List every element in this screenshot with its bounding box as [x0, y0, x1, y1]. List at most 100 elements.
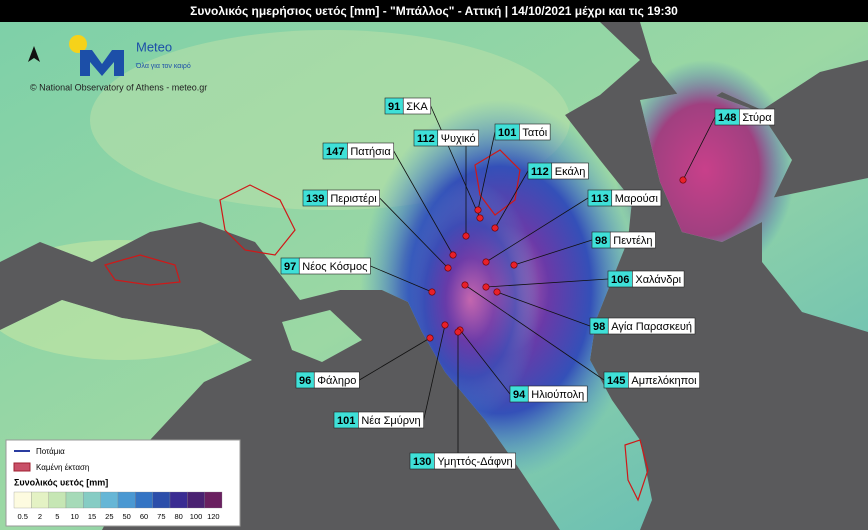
station-label: 97 Νέος Κόσμος	[280, 257, 371, 275]
scale-cell	[83, 491, 101, 509]
station-label: 98 Πεντέλη	[591, 231, 656, 249]
scale-label: 100	[190, 512, 203, 521]
legend-scale: 0.5 2 5 10 15 25 50 60 75 80 100 120	[13, 491, 223, 521]
name-box	[611, 189, 662, 207]
station-name: Στύρα	[742, 112, 772, 124]
station-name: ΣΚΑ	[406, 101, 428, 113]
burned-areas	[104, 149, 649, 502]
name-box	[437, 129, 479, 147]
scale-label: 0.5	[17, 512, 27, 521]
name-box	[327, 189, 380, 207]
station-dot	[474, 206, 482, 214]
scale-label: 5	[55, 512, 59, 521]
station-name: Ηλιούπολη	[531, 389, 584, 401]
station-name: Τατόι	[522, 127, 547, 139]
leader-line	[513, 239, 593, 266]
leader-line	[379, 197, 449, 269]
legend-box	[5, 439, 241, 527]
station-name: Νέος Κόσμος	[302, 261, 367, 273]
north-arrow	[28, 46, 40, 62]
header-title: Συνολικός ημερήσιος υετός [mm] - "Μπάλλο…	[190, 4, 678, 18]
station-name: Αμπελόκηποι	[631, 375, 697, 387]
legend-burned-swatch	[13, 462, 31, 472]
station-name: Εκάλη	[555, 166, 586, 178]
scale-cell	[169, 491, 188, 509]
name-box	[313, 371, 360, 389]
leader-line	[496, 291, 591, 327]
station-name: Περιστέρι	[330, 193, 377, 205]
scale-label: 50	[122, 512, 130, 521]
station-value: 97	[284, 261, 296, 273]
station-name: Μαρούσι	[615, 193, 659, 205]
station-label: 101 Νέα Σμύρνη	[333, 411, 424, 429]
station-label: 130 Υμηττός-Δάφνη	[409, 452, 516, 470]
logo-name: Meteo	[136, 39, 172, 54]
station-value: 139	[306, 193, 324, 205]
scale-label: 15	[88, 512, 96, 521]
station-value: 113	[591, 193, 609, 205]
station-dot	[426, 334, 434, 342]
station-labels: 91 ΣΚΑ 112 Ψυχικό 101 Τατόι 147 Πατήσια 112 Εκάλη…	[280, 97, 775, 470]
station-dot	[444, 264, 452, 272]
station-label: 101 Τατόι	[494, 123, 551, 141]
station-dot	[441, 321, 449, 329]
station-value: 98	[595, 235, 607, 247]
burned-area	[104, 254, 181, 286]
leader-line	[459, 329, 511, 395]
leader-lines	[359, 105, 716, 453]
scale-cell	[31, 491, 49, 509]
station-value: 94	[513, 389, 526, 401]
station-value: 112	[417, 133, 435, 145]
station-name: Αγία Παρασκευή	[611, 321, 692, 333]
scale-label: 60	[140, 512, 148, 521]
name-box	[402, 97, 432, 115]
scale-label: 2	[38, 512, 42, 521]
station-dot	[491, 224, 499, 232]
scale-cell	[187, 491, 205, 509]
station-value: 130	[413, 456, 431, 468]
name-box	[298, 257, 371, 275]
leader-line	[485, 278, 609, 288]
scale-label: 80	[174, 512, 182, 521]
station-label: 94 Ηλιούπολη	[509, 385, 588, 403]
name-box	[527, 385, 588, 403]
name-box	[358, 411, 424, 429]
logo-sun	[69, 35, 87, 53]
scale-cell	[117, 491, 136, 509]
leader-line	[477, 131, 496, 211]
station-name: Χαλάνδρι	[635, 274, 681, 286]
north-arrow-icon	[28, 46, 40, 62]
station-value: 96	[299, 375, 311, 387]
scale-cell	[135, 491, 153, 509]
name-box	[628, 371, 700, 389]
station-value: 106	[611, 274, 629, 286]
station-value: 101	[337, 415, 355, 427]
logo-mark	[80, 50, 124, 76]
station-value: 101	[498, 127, 516, 139]
station-dot	[482, 283, 490, 291]
station-dot	[462, 232, 470, 240]
leader-line	[464, 284, 605, 381]
leader-line	[359, 337, 431, 381]
station-dot	[461, 281, 469, 289]
name-box	[607, 317, 696, 335]
scale-cell	[100, 491, 119, 509]
station-label: 113 Μαρούσι	[587, 189, 662, 207]
station-label: 145 Αμπελόκηποι	[603, 371, 700, 389]
station-dot	[679, 176, 687, 184]
leader-line	[682, 116, 716, 181]
name-box	[434, 452, 516, 470]
leader-line	[393, 150, 454, 256]
station-name: Φάληρο	[317, 375, 356, 387]
station-label: 147 Πατήσια	[322, 142, 395, 160]
station-value: 147	[326, 146, 344, 158]
station-value: 148	[718, 112, 736, 124]
legend-title: Συνολικός υετός [mm]	[14, 477, 108, 487]
station-label: 91 ΣΚΑ	[384, 97, 432, 115]
station-name: Πατήσια	[350, 146, 391, 158]
station-value: 145	[607, 375, 625, 387]
scale-cell	[13, 491, 32, 509]
scale-label: 10	[70, 512, 78, 521]
station-name: Υμηττός-Δάφνη	[437, 456, 512, 468]
scale-label: 75	[157, 512, 165, 521]
